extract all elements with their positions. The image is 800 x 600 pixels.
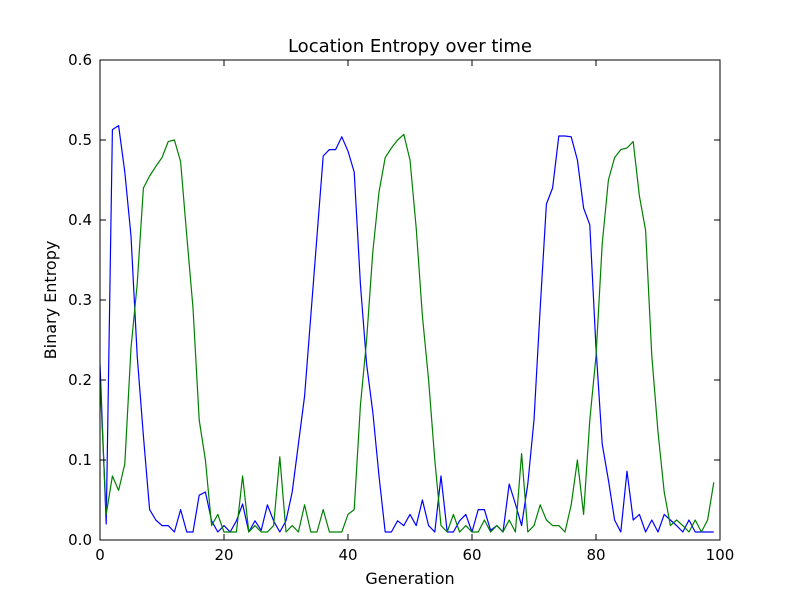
- x-axis-label: Generation: [365, 569, 454, 588]
- series-line-green: [100, 133, 715, 533]
- y-tick-label: 0.6: [68, 51, 92, 69]
- x-tick-label: 0: [95, 546, 105, 564]
- y-axis-ticks: 0.0 0.1 0.2 0.3 0.4 0.5 0.6: [68, 51, 720, 549]
- x-tick-label: 60: [462, 546, 481, 564]
- y-tick-label: 0.3: [68, 291, 92, 309]
- x-axis-ticks: 0 20 40 60 80 100: [95, 60, 734, 564]
- series-layer: [100, 124, 715, 533]
- chart-title: Location Entropy over time: [288, 36, 532, 57]
- y-axis-label: Binary Entropy: [41, 241, 60, 360]
- y-tick-label: 0.0: [68, 531, 92, 549]
- y-tick-label: 0.5: [68, 131, 92, 149]
- y-tick-label: 0.2: [68, 371, 92, 389]
- x-tick-label: 40: [338, 546, 357, 564]
- x-tick-label: 20: [214, 546, 233, 564]
- y-tick-label: 0.4: [68, 211, 92, 229]
- x-tick-label: 100: [706, 546, 735, 564]
- x-tick-label: 80: [586, 546, 605, 564]
- y-tick-label: 0.1: [68, 451, 92, 469]
- series-line-blue: [100, 124, 714, 533]
